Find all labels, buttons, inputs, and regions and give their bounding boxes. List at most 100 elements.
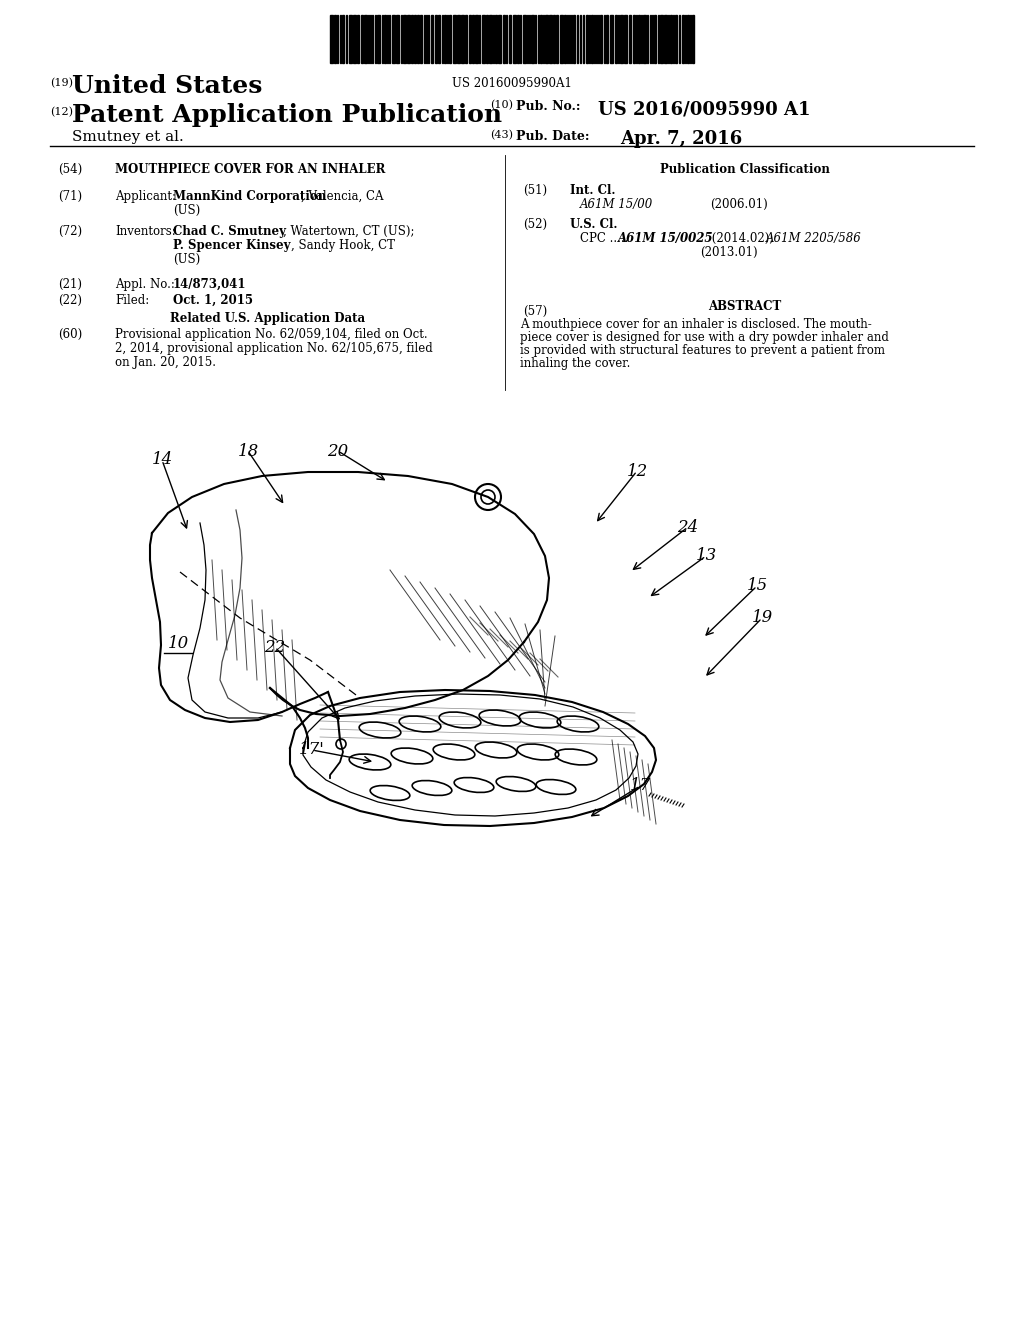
Text: (60): (60) <box>58 327 82 341</box>
Text: Chad C. Smutney: Chad C. Smutney <box>173 224 286 238</box>
Text: is provided with structural features to prevent a patient from: is provided with structural features to … <box>520 345 885 356</box>
Text: (72): (72) <box>58 224 82 238</box>
Bar <box>495 15 497 63</box>
Text: (US): (US) <box>173 205 201 216</box>
Text: 24: 24 <box>677 519 698 536</box>
Bar <box>513 15 516 63</box>
Text: 13: 13 <box>695 548 717 565</box>
Bar <box>472 15 474 63</box>
Bar <box>357 15 359 63</box>
Bar <box>377 15 380 63</box>
Bar <box>610 15 613 63</box>
Text: A61M 2205/586: A61M 2205/586 <box>766 232 862 246</box>
Text: Related U.S. Application Data: Related U.S. Application Data <box>170 312 366 325</box>
Bar <box>509 15 511 63</box>
Bar <box>654 15 656 63</box>
Bar <box>503 15 505 63</box>
Text: U.S. Cl.: U.S. Cl. <box>570 218 617 231</box>
Text: (54): (54) <box>58 162 82 176</box>
Bar <box>670 15 672 63</box>
Bar <box>638 15 640 63</box>
Bar <box>384 15 386 63</box>
Text: (10): (10) <box>490 100 513 111</box>
Bar <box>664 15 667 63</box>
Bar <box>560 15 563 63</box>
Bar <box>457 15 460 63</box>
Bar <box>600 15 602 63</box>
Text: A61M 15/00: A61M 15/00 <box>580 198 653 211</box>
Bar <box>498 15 501 63</box>
Text: (22): (22) <box>58 294 82 308</box>
Bar <box>392 15 395 63</box>
Text: 22: 22 <box>264 639 286 656</box>
Bar <box>361 15 362 63</box>
Text: ABSTRACT: ABSTRACT <box>709 300 781 313</box>
Bar <box>556 15 558 63</box>
Text: US 20160095990A1: US 20160095990A1 <box>452 77 572 90</box>
Bar <box>349 15 352 63</box>
Bar <box>364 15 367 63</box>
Bar <box>330 15 333 63</box>
Bar <box>517 15 519 63</box>
Text: CPC .....: CPC ..... <box>580 232 629 246</box>
Bar <box>549 15 552 63</box>
Text: (57): (57) <box>523 305 547 318</box>
Text: A mouthpiece cover for an inhaler is disclosed. The mouth-: A mouthpiece cover for an inhaler is dis… <box>520 318 871 331</box>
Bar <box>615 15 617 63</box>
Text: 19: 19 <box>752 610 773 627</box>
Bar <box>438 15 440 63</box>
Text: Filed:: Filed: <box>115 294 150 308</box>
Bar <box>407 15 410 63</box>
Text: 17': 17' <box>299 742 325 759</box>
Bar <box>643 15 646 63</box>
Bar <box>334 15 336 63</box>
Bar <box>591 15 593 63</box>
Bar <box>403 15 406 63</box>
Text: Pub. Date:: Pub. Date: <box>516 129 590 143</box>
Text: on Jan. 20, 2015.: on Jan. 20, 2015. <box>115 356 216 370</box>
Bar <box>523 15 526 63</box>
Text: , Sandy Hook, CT: , Sandy Hook, CT <box>291 239 395 252</box>
Text: 10: 10 <box>167 635 188 652</box>
Bar <box>342 15 344 63</box>
Bar <box>692 15 694 63</box>
Bar <box>682 15 684 63</box>
Text: Apr. 7, 2016: Apr. 7, 2016 <box>620 129 742 148</box>
Bar <box>453 15 456 63</box>
Text: , Valencia, CA: , Valencia, CA <box>301 190 384 203</box>
Text: piece cover is designed for use with a dry powder inhaler and: piece cover is designed for use with a d… <box>520 331 889 345</box>
Bar <box>660 15 663 63</box>
Bar <box>540 15 542 63</box>
Bar <box>482 15 485 63</box>
Text: Patent Application Publication: Patent Application Publication <box>72 103 502 127</box>
Text: 14: 14 <box>152 451 173 469</box>
Bar <box>629 15 631 63</box>
Text: MOUTHPIECE COVER FOR AN INHALER: MOUTHPIECE COVER FOR AN INHALER <box>115 162 385 176</box>
Bar <box>435 15 437 63</box>
Text: (52): (52) <box>523 218 547 231</box>
Bar <box>486 15 488 63</box>
Text: Provisional application No. 62/059,104, filed on Oct.: Provisional application No. 62/059,104, … <box>115 327 428 341</box>
Text: inhaling the cover.: inhaling the cover. <box>520 356 631 370</box>
Bar <box>431 15 433 63</box>
Text: Appl. No.:: Appl. No.: <box>115 279 175 290</box>
Text: Inventors:: Inventors: <box>115 224 176 238</box>
Bar <box>531 15 534 63</box>
Text: 2, 2014, provisional application No. 62/105,675, filed: 2, 2014, provisional application No. 62/… <box>115 342 433 355</box>
Bar <box>586 15 588 63</box>
Text: MannKind Corporation: MannKind Corporation <box>173 190 327 203</box>
Bar <box>545 15 548 63</box>
Text: 14/873,041: 14/873,041 <box>173 279 247 290</box>
Bar <box>461 15 464 63</box>
Bar <box>353 15 356 63</box>
Bar <box>414 15 416 63</box>
Text: (51): (51) <box>523 183 547 197</box>
Bar <box>444 15 446 63</box>
Text: (US): (US) <box>173 253 201 267</box>
Bar <box>475 15 478 63</box>
Text: United States: United States <box>72 74 262 98</box>
Text: Oct. 1, 2015: Oct. 1, 2015 <box>173 294 253 308</box>
Text: (2013.01): (2013.01) <box>700 246 758 259</box>
Text: P. Spencer Kinsey: P. Spencer Kinsey <box>173 239 291 252</box>
Text: (71): (71) <box>58 190 82 203</box>
